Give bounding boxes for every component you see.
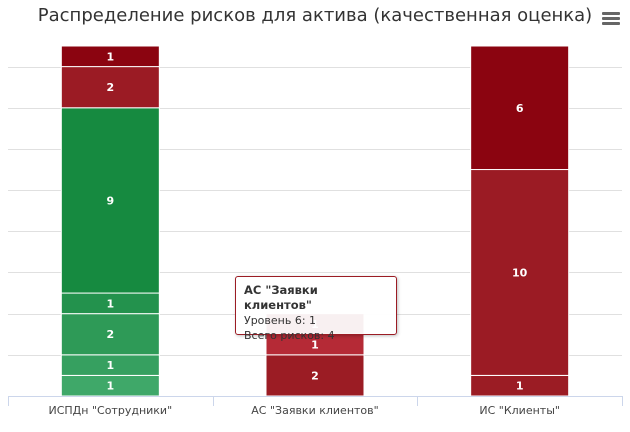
data-label: 1 <box>107 380 115 393</box>
bar-segment[interactable] <box>60 45 160 68</box>
data-label: 9 <box>107 194 115 207</box>
menu-line <box>602 17 620 20</box>
tooltip-line-total: Всего рисков: 4 <box>244 329 335 342</box>
data-label: 10 <box>512 266 528 279</box>
data-label: 6 <box>516 102 524 115</box>
bar-stacks: 11219212111106 <box>60 45 570 397</box>
hamburger-menu-icon[interactable] <box>602 12 620 28</box>
x-tick-label: ИСПДн "Сотрудники" <box>49 404 173 417</box>
tooltip-title: АС "Заявки клиентов" <box>244 283 318 312</box>
data-label: 1 <box>107 297 115 310</box>
chart-title: Распределение рисков для актива (качеств… <box>37 5 593 26</box>
x-tick-label: ИС "Клиенты" <box>479 404 560 417</box>
x-axis: ИСПДн "Сотрудники" АС "Заявки клиентов" ИС… <box>8 396 623 417</box>
data-label: 1 <box>516 380 524 393</box>
data-label: 1 <box>107 359 115 372</box>
tooltip-line-level: Уровень 6: 1 <box>244 314 317 327</box>
tooltip: АС "Заявки клиентов" Уровень 6: 1 Всего … <box>235 276 397 342</box>
menu-line <box>602 12 620 15</box>
menu-line <box>602 22 620 25</box>
bar-segment[interactable] <box>470 45 570 171</box>
data-label: 2 <box>107 328 115 341</box>
data-label: 2 <box>311 369 319 382</box>
x-tick-label: АС "Заявки клиентов" <box>251 404 378 417</box>
data-label: 1 <box>311 339 319 352</box>
bar-segment[interactable] <box>60 66 160 109</box>
data-label: 2 <box>107 81 115 94</box>
bar-segment[interactable] <box>470 169 570 376</box>
data-label: 1 <box>107 50 115 63</box>
